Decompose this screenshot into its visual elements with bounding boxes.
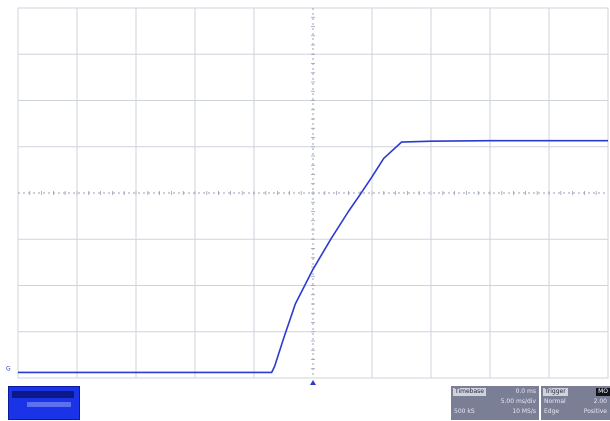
timebase-sample-rate: 10 MS/s	[512, 408, 536, 415]
timebase-title: Timebase	[453, 388, 486, 396]
timebase-offset: 0.0 ms	[515, 388, 536, 395]
trigger-mode: Normal	[544, 398, 566, 405]
timebase-rate: 5.00 ms/div	[500, 398, 536, 405]
center-axis-ticks	[29, 16, 597, 370]
timebase-panel[interactable]: Timebase 0.0 ms 5.00 ms/div 500 kS 10 MS…	[451, 386, 539, 420]
trigger-position-marker	[310, 380, 316, 385]
trigger-panel[interactable]: Trigger MO Normal 2.00 Edge Positive	[541, 386, 610, 420]
trigger-title: Trigger	[543, 388, 568, 396]
channel-label	[12, 391, 74, 398]
timebase-points: 500 kS	[454, 408, 475, 415]
trigger-slope: Positive	[583, 408, 607, 415]
channel-info-panel[interactable]	[8, 386, 80, 420]
trace-series-1	[18, 139, 608, 374]
trace-layer	[18, 139, 608, 374]
trigger-type: Edge	[544, 408, 560, 415]
trigger-level: 2.00	[593, 398, 607, 405]
channel-value	[27, 402, 71, 407]
ground-marker: G	[6, 365, 11, 372]
markers-layer: G	[6, 365, 316, 385]
trigger-mode-badge: MO	[596, 388, 610, 396]
